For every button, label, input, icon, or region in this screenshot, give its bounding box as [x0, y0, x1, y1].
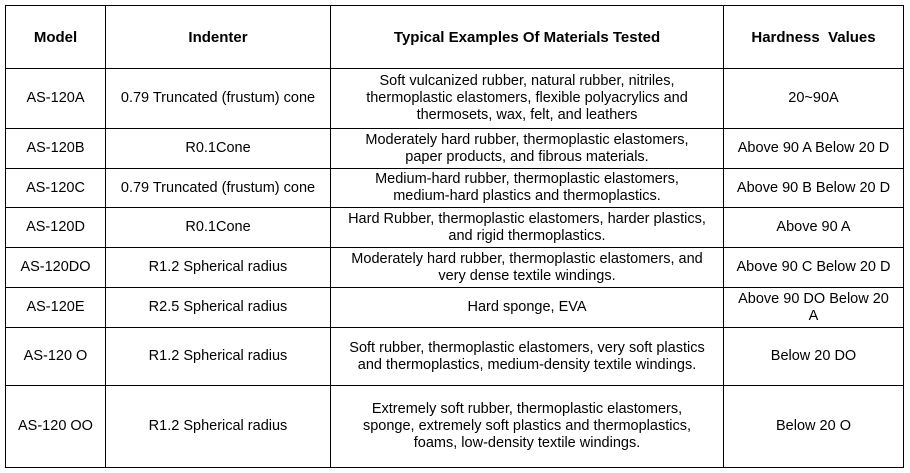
table-row: AS-120D R0.1Cone Hard Rubber, thermoplasti…: [5, 207, 904, 248]
table-cell: AS-120 OO: [5, 385, 106, 468]
table-cell: AS-120A: [5, 68, 106, 129]
table-cell: R1.2 Spherical radius: [105, 327, 331, 386]
table-cell: R1.2 Spherical radius: [105, 247, 331, 288]
table-cell: 20~90A: [723, 68, 904, 129]
table-cell: Moderately hard rubber, thermoplastic el…: [330, 128, 724, 169]
table-row: AS-120C 0.79 Truncated (frustum) cone Medi…: [5, 168, 904, 208]
table-wrap: Model Indenter Typical Examples Of Materia…: [5, 5, 904, 468]
table-cell: 0.79 Truncated (frustum) cone: [105, 168, 331, 208]
header-row: Model Indenter Typical Examples Of Materia…: [5, 5, 904, 69]
table-row: AS-120A 0.79 Truncated (frustum) cone Soft…: [5, 68, 904, 129]
table-cell: R2.5 Spherical radius: [105, 287, 331, 328]
table-cell: AS-120D: [5, 207, 106, 248]
table-cell: Hard sponge, EVA: [330, 287, 724, 328]
table-cell: AS-120C: [5, 168, 106, 208]
table-cell: Above 90 A: [723, 207, 904, 248]
table-cell: AS-120B: [5, 128, 106, 169]
table-cell: Moderately hard rubber, thermoplastic el…: [330, 247, 724, 288]
table-cell: AS-120DO: [5, 247, 106, 288]
table-cell: R0.1Cone: [105, 128, 331, 169]
table-cell: AS-120 O: [5, 327, 106, 386]
table-cell: Soft vulcanized rubber, natural rubber, …: [330, 68, 724, 129]
table-cell: R0.1Cone: [105, 207, 331, 248]
table-row: AS-120 O R1.2 Spherical radius Soft rubber…: [5, 327, 904, 386]
table-cell: 0.79 Truncated (frustum) cone: [105, 68, 331, 129]
table-cell: Above 90 B Below 20 D: [723, 168, 904, 208]
header-cell: Model: [5, 5, 106, 69]
table-cell: Below 20 O: [723, 385, 904, 468]
table-cell: Above 90 A Below 20 D: [723, 128, 904, 169]
header-cell: Indenter: [105, 5, 331, 69]
table-cell: AS-120E: [5, 287, 106, 328]
hardness-table: Model Indenter Typical Examples Of Materia…: [5, 5, 904, 468]
table-row: AS-120DO R1.2 Spherical radius Moderately …: [5, 247, 904, 288]
table-row: AS-120B R0.1Cone Moderately hard rubber, t…: [5, 128, 904, 169]
table-row: AS-120E R2.5 Spherical radius Hard sponge,…: [5, 287, 904, 328]
header-cell: Typical Examples Of Materials Tested: [330, 5, 724, 69]
header-cell: Hardness Values: [723, 5, 904, 69]
table-cell: Soft rubber, thermoplastic elastomers, v…: [330, 327, 724, 386]
table-cell: Above 90 DO Below 20 A: [723, 287, 904, 328]
table-cell: Below 20 DO: [723, 327, 904, 386]
table-cell: Above 90 C Below 20 D: [723, 247, 904, 288]
table-row: AS-120 OO R1.2 Spherical radius Extremely …: [5, 385, 904, 468]
table-cell: Hard Rubber, thermoplastic elastomers, h…: [330, 207, 724, 248]
table-cell: Medium-hard rubber, thermoplastic elasto…: [330, 168, 724, 208]
table-cell: Extremely soft rubber, thermoplastic ela…: [330, 385, 724, 468]
table-cell: R1.2 Spherical radius: [105, 385, 331, 468]
